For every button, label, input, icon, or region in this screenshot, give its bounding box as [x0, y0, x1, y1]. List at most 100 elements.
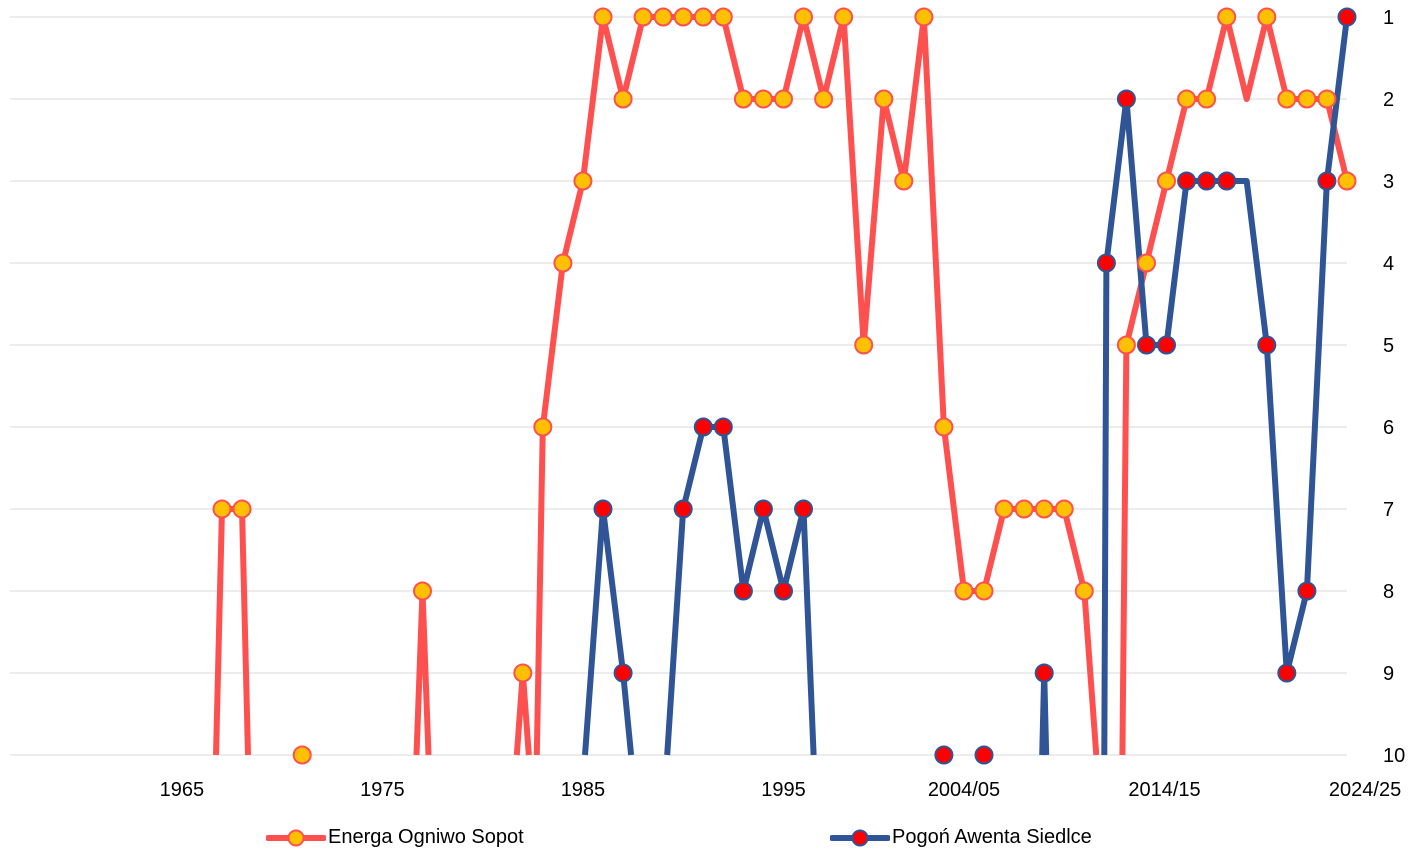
series-lines: [213, 14, 1350, 756]
series-2-point-10: [934, 745, 954, 765]
series-1-point-8: [573, 171, 593, 191]
series-1-point-33: [1074, 581, 1094, 601]
legend-swatch-series-1: [266, 829, 326, 846]
series-1-point-11: [633, 7, 653, 27]
y-tick-label-6: 6: [1383, 417, 1394, 439]
y-tick-label-8: 8: [1383, 581, 1394, 603]
series-2-line-segment-3: [1039, 670, 1050, 756]
series-2-point-19: [1217, 171, 1237, 191]
series-1-point-34: [1116, 335, 1136, 355]
x-tick-label-1995: 1995: [761, 779, 806, 801]
series-1-line-segment-1: [213, 506, 251, 756]
legend-swatch-series-2: [830, 829, 890, 846]
series-1-point-4: [413, 581, 432, 601]
series-1-point-29: [994, 499, 1014, 519]
series-2-point-21: [1277, 663, 1297, 683]
series-2-point-16: [1157, 335, 1176, 355]
x-axis-ticks: 1965 1975 1985 1995 2004/05 2014/15 2024/25: [160, 779, 1402, 801]
series-1-point-27: [954, 581, 974, 601]
y-tick-label-5: 5: [1383, 335, 1394, 357]
series-1-point-17: [753, 89, 773, 109]
series-2-line-segment-4: [1101, 16, 1350, 756]
series-1-point-20: [814, 89, 834, 109]
series-2-point-3: [673, 499, 693, 519]
series-1-point-12: [653, 7, 673, 27]
legend-label-series-2: Pogoń Awenta Siedlce: [892, 826, 1092, 848]
series-1-point-32: [1054, 499, 1074, 519]
series-2-line-segment-1: [582, 506, 635, 756]
x-tick-label-2024/25: 2024/25: [1329, 779, 1401, 801]
series-1-point-40: [1257, 7, 1277, 27]
series-1-point-31: [1034, 499, 1054, 519]
series-1-point-18: [774, 89, 793, 109]
series-2-point-18: [1197, 171, 1217, 191]
series-1-point-23: [874, 89, 894, 109]
series-2-point-17: [1177, 171, 1197, 191]
series-1-point-36: [1157, 171, 1176, 191]
series-2-point-15: [1137, 335, 1156, 355]
series-1-point-5: [513, 663, 533, 683]
y-tick-label-4: 4: [1383, 253, 1394, 275]
series-1-point-30: [1014, 499, 1034, 519]
series-1-point-24: [894, 171, 914, 191]
series-1-point-22: [854, 335, 874, 355]
legend: Energa Ogniwo Sopot Pogoń Awenta Siedlce: [0, 826, 1427, 856]
legend-label-series-1: Energa Ogniwo Sopot: [328, 826, 524, 848]
y-tick-label-9: 9: [1383, 663, 1394, 685]
y-tick-label-2: 2: [1383, 89, 1394, 111]
series-1-point-10: [613, 89, 633, 109]
series-2-point-5: [713, 417, 733, 437]
series-2-point-14: [1116, 89, 1136, 109]
series-2-point-12: [1034, 663, 1054, 683]
series-1-point-19: [794, 7, 813, 27]
y-tick-label-10: 10: [1383, 745, 1405, 767]
series-1-point-35: [1137, 253, 1156, 273]
series-1-point-26: [934, 417, 954, 437]
series-1-point-38: [1197, 89, 1217, 109]
series-1-point-13: [673, 7, 693, 27]
series-2-point-4: [693, 417, 713, 437]
series-1-point-2: [232, 499, 252, 519]
series-1-point-39: [1217, 7, 1237, 27]
series-1-point-21: [834, 7, 854, 27]
series-2-point-24: [1337, 7, 1357, 27]
series-1-point-6: [533, 417, 553, 437]
series-1-point-42: [1297, 89, 1317, 109]
series-1-point-14: [693, 7, 713, 27]
series-2-point-1: [593, 499, 613, 519]
series-1-line-segment-3: [513, 670, 532, 756]
x-tick-label-1975: 1975: [360, 779, 405, 801]
series-2-point-7: [753, 499, 773, 519]
series-1-point-3: [292, 745, 312, 765]
x-tick-label-2004/05: 2004/05: [928, 779, 1000, 801]
series-1-point-15: [713, 7, 733, 27]
y-tick-label-1: 1: [1383, 7, 1394, 29]
series-1-point-37: [1177, 89, 1197, 109]
series-2-point-6: [733, 581, 753, 601]
y-axis-ticks: 1 2 3 4 5 6 7 8 9 10: [1383, 7, 1405, 767]
series-1-point-7: [553, 253, 573, 273]
series-1-point-28: [974, 581, 994, 601]
series-1-point-25: [914, 7, 934, 27]
y-tick-label-7: 7: [1383, 499, 1394, 521]
x-tick-label-1985: 1985: [561, 779, 606, 801]
x-tick-label-2014/15: 2014/15: [1128, 779, 1200, 801]
y-tick-label-3: 3: [1383, 171, 1394, 193]
series-2-point-13: [1096, 253, 1116, 273]
legend-item-series-2: Pogoń Awenta Siedlce: [830, 826, 1092, 849]
series-markers: [212, 7, 1357, 765]
series-2-point-8: [774, 581, 793, 601]
series-1-line-segment-5: [1119, 14, 1350, 756]
series-1-point-9: [593, 7, 613, 27]
series-2-point-2: [613, 663, 633, 683]
series-2-point-11: [974, 745, 994, 765]
series-1-point-1: [212, 499, 232, 519]
gridlines: [10, 16, 1347, 756]
series-1-point-43: [1317, 89, 1337, 109]
line-chart: 1 2 3 4 5 6 7 8 9 10 1965 1975 1985 1995 2004/05 2014/…: [10, 7, 1405, 801]
series-1-point-44: [1337, 171, 1357, 191]
series-1-point-16: [733, 89, 753, 109]
series-1-line-segment-2: [413, 588, 432, 756]
legend-item-series-1: Energa Ogniwo Sopot: [266, 826, 524, 849]
x-tick-label-1965: 1965: [160, 779, 205, 801]
